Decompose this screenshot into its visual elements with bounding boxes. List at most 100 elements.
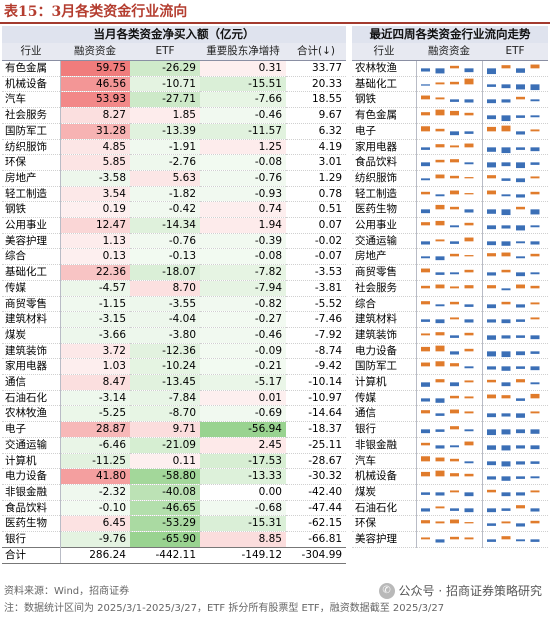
spark-bar xyxy=(420,285,430,289)
spark-bar xyxy=(486,379,496,383)
spark-bar xyxy=(449,272,459,275)
table-row: 医药生物 6.45 -53.29 -15.31 -62.15 xyxy=(2,515,347,533)
spark-bar xyxy=(420,319,430,323)
spark-bar xyxy=(530,191,539,194)
etf-cell: 5.63 xyxy=(130,170,200,187)
etf-sparkline-cell xyxy=(482,76,549,93)
industry-cell: 建筑材料 xyxy=(2,311,61,328)
etf-sparkline xyxy=(486,175,539,183)
spark-bar xyxy=(435,205,444,210)
margin-sparkline-cell xyxy=(416,123,483,140)
etf-sparkline-cell xyxy=(482,201,549,219)
table-row: 建筑装饰 3.72 -12.36 -0.09 -8.74 xyxy=(2,343,347,360)
industry-cell: 汽车 xyxy=(2,91,61,109)
etf-sparkline xyxy=(486,64,539,75)
spark-bar xyxy=(449,131,459,135)
margin-sparkline-cell xyxy=(416,405,483,423)
trend-industry-cell: 石油石化 xyxy=(352,500,417,517)
total-cell: -0.07 xyxy=(286,248,347,266)
margin-cell: 41.80 xyxy=(60,468,130,485)
spark-bar xyxy=(449,301,459,304)
trend-row: 钢铁 xyxy=(352,91,549,109)
margin-sparkline xyxy=(420,78,473,86)
spark-bar xyxy=(501,99,510,103)
spark-bar xyxy=(501,445,510,451)
etf-sparkline-cell xyxy=(482,296,549,313)
spark-bar xyxy=(435,239,444,242)
spark-bar xyxy=(435,445,444,449)
spark-bar xyxy=(501,225,510,229)
margin-sparkline xyxy=(420,317,473,324)
trend-industry-cell: 房地产 xyxy=(352,248,417,266)
spark-bar xyxy=(530,129,539,132)
col-header-total-sort[interactable]: 合计(↓) xyxy=(286,43,347,61)
margin-sparkline-cell xyxy=(416,343,483,360)
spark-bar xyxy=(515,284,525,289)
etf-sparkline xyxy=(486,162,539,169)
spark-bar xyxy=(515,445,525,449)
etf-sparkline xyxy=(486,97,539,104)
etf-cell: -8.70 xyxy=(130,405,200,423)
wechat-icon: ✆ xyxy=(378,582,395,599)
spark-bar xyxy=(420,222,430,226)
margin-sparkline xyxy=(420,126,473,135)
etf-sparkline xyxy=(486,429,539,436)
shareholder-cell: -0.69 xyxy=(200,405,286,423)
margin-cell: -1.15 xyxy=(60,296,130,313)
etf-sparkline xyxy=(486,207,539,216)
total-cell: 3.01 xyxy=(286,154,347,171)
etf-sparkline xyxy=(486,411,539,419)
etf-cell: 1.85 xyxy=(130,107,200,124)
spark-bar xyxy=(486,175,496,179)
spark-bar xyxy=(530,508,539,512)
margin-sparkline xyxy=(420,284,473,289)
margin-sparkline xyxy=(420,143,473,150)
spark-bar xyxy=(435,160,444,163)
industry-cell: 银行 xyxy=(2,531,61,548)
spark-bar xyxy=(435,272,444,276)
trend-row: 基础化工 xyxy=(352,76,549,93)
spark-bar xyxy=(420,209,430,214)
shareholder-cell: -0.08 xyxy=(200,248,286,266)
spark-bar xyxy=(530,445,539,450)
table-row: 非银金融 -2.32 -40.08 0.00 -42.40 xyxy=(2,484,347,501)
table-row: 电子 28.87 9.71 -56.94 -18.37 xyxy=(2,421,347,438)
margin-cell: -11.25 xyxy=(60,453,130,470)
shareholder-cell: -7.82 xyxy=(200,264,286,281)
spark-bar xyxy=(464,237,473,242)
table-row: 基础化工 22.36 -18.07 -7.82 -3.53 xyxy=(2,264,347,281)
table-row: 建筑材料 -3.15 -4.04 -0.27 -7.46 xyxy=(2,311,347,328)
margin-cell: -5.25 xyxy=(60,405,130,423)
col-header-industry: 行业 xyxy=(2,43,60,61)
total-cell: -18.37 xyxy=(286,421,347,438)
etf-cell: -40.08 xyxy=(130,484,200,501)
table-row: 农林牧渔 -5.25 -8.70 -0.69 -14.64 xyxy=(2,405,347,423)
etf-cell: -0.42 xyxy=(130,201,200,219)
table-row: 交通运输 -6.46 -21.09 2.45 -25.11 xyxy=(2,437,347,454)
spark-bar xyxy=(449,111,459,116)
spark-bar xyxy=(464,492,473,497)
spark-bar xyxy=(501,241,510,246)
spark-bar xyxy=(464,474,473,477)
total-cell: -3.81 xyxy=(286,280,347,297)
margin-cell: 12.47 xyxy=(60,217,130,234)
etf-sparkline-cell xyxy=(482,358,549,376)
margin-cell: -2.32 xyxy=(60,484,130,501)
spark-bar xyxy=(420,268,430,273)
spark-bar xyxy=(449,144,459,147)
spark-bar xyxy=(449,286,459,289)
spark-bar xyxy=(420,162,430,167)
margin-cell: 31.28 xyxy=(60,123,130,140)
etf-cell: -0.13 xyxy=(130,248,200,266)
shareholder-cell: -0.82 xyxy=(200,296,286,313)
spark-bar xyxy=(420,146,430,150)
industry-cell: 轻工制造 xyxy=(2,186,61,203)
margin-cell: -3.58 xyxy=(60,170,130,187)
spark-bar xyxy=(501,125,510,132)
shareholder-cell: -0.09 xyxy=(200,343,286,360)
spark-bar xyxy=(486,351,496,357)
etf-sparkline-cell xyxy=(482,123,549,140)
etf-sparkline xyxy=(486,445,539,451)
trend-industry-cell: 建筑装饰 xyxy=(352,327,417,344)
net-buy-table: 当月各类资金净买入额（亿元） 行业 融资资金 ETF 重要股东净增持 合计(↓)… xyxy=(2,26,347,564)
